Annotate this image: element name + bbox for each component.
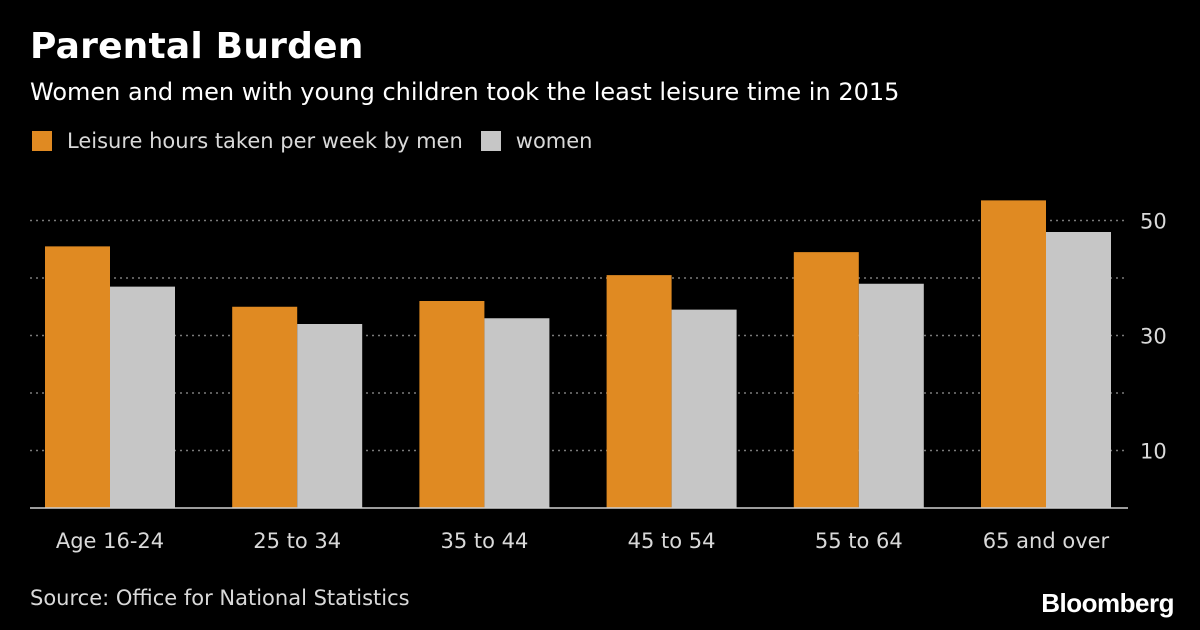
bar-men-0: [45, 246, 110, 508]
x-tick-label-4: 55 to 64: [815, 529, 903, 553]
bar-men-1: [232, 306, 298, 508]
x-tick-label-3: 45 to 54: [628, 529, 716, 553]
bar-men-2: [419, 301, 485, 508]
bar-women-0: [110, 286, 175, 508]
legend-label-men: Leisure hours taken per week by men: [67, 129, 463, 153]
bar-women-1: [297, 324, 363, 508]
legend-item-men: Leisure hours taken per week by men: [32, 129, 463, 153]
legend-item-women: women: [480, 129, 593, 153]
source-note: Source: Office for National Statistics: [30, 586, 410, 610]
y-tick-label-50: 50: [1140, 210, 1167, 234]
bar-men-3: [606, 275, 672, 508]
bar-women-2: [484, 318, 550, 508]
chart-title: Parental Burden: [30, 26, 364, 67]
y-tick-label-30: 30: [1140, 325, 1167, 349]
legend-swatch-men: [32, 131, 52, 151]
legend-label-women: women: [515, 129, 593, 153]
bar-women-5: [1046, 232, 1111, 508]
x-tick-label-1: 25 to 34: [253, 529, 341, 553]
legend-swatch-women: [480, 131, 501, 151]
brand-logo: Bloomberg: [1041, 588, 1174, 618]
x-tick-label-2: 35 to 44: [440, 529, 528, 553]
bar-men-4: [793, 252, 859, 508]
x-tick-label-5: 65 and over: [983, 529, 1110, 553]
legend: Leisure hours taken per week by men wome…: [32, 128, 611, 154]
chart-subtitle: Women and men with young children took t…: [30, 78, 900, 106]
bar-men-5: [981, 200, 1046, 508]
x-tick-label-0: Age 16-24: [56, 529, 164, 553]
bar-women-4: [858, 283, 924, 508]
y-tick-label-10: 10: [1140, 440, 1167, 464]
bar-women-3: [671, 309, 737, 508]
